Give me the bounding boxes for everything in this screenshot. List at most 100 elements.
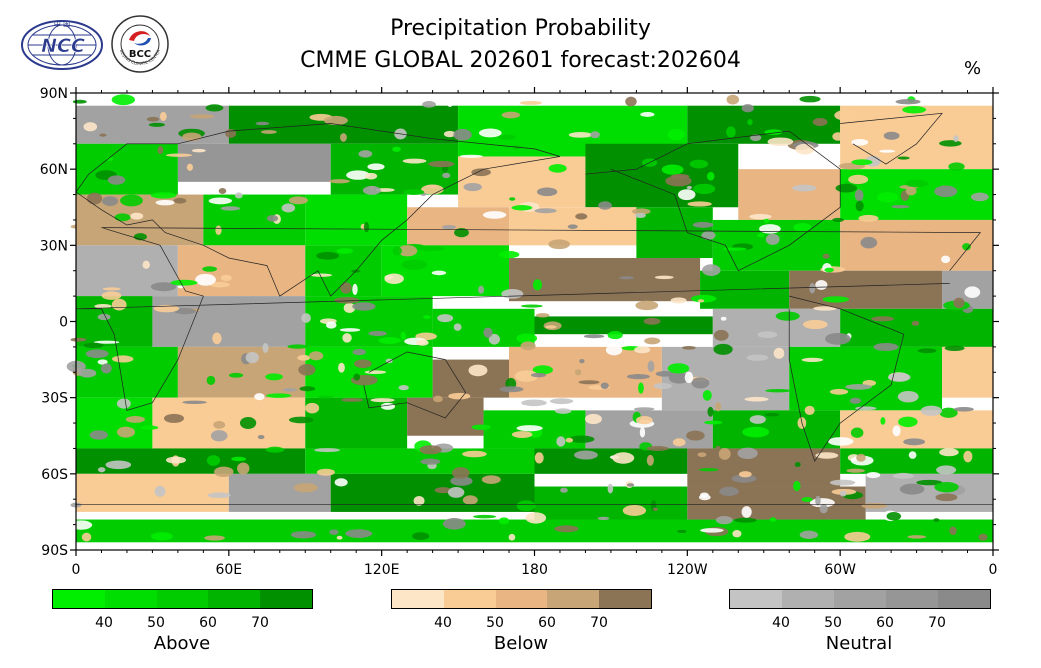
probability-patch: [305, 448, 535, 474]
probability-speckle: [562, 273, 581, 281]
bcc-logo-icon: BCC BEIJING CLIMATE CENTER: [111, 15, 169, 73]
probability-speckle: [824, 267, 834, 273]
probability-speckle: [714, 402, 722, 412]
probability-speckle: [851, 138, 869, 146]
probability-speckle: [342, 333, 352, 343]
probability-speckle: [851, 159, 873, 166]
probability-speckle: [367, 163, 385, 171]
above-tick-60: 60: [199, 615, 217, 631]
probability-speckle: [871, 316, 895, 322]
probability-speckle: [116, 398, 131, 409]
probability-speckle: [732, 530, 742, 538]
probability-patch: [712, 410, 841, 449]
probability-patch: [509, 258, 701, 302]
probability-speckle: [607, 331, 623, 340]
probability-speckle: [266, 393, 292, 398]
probability-speckle: [718, 447, 731, 460]
lat-label: 90N: [40, 86, 68, 102]
probability-speckle: [463, 182, 482, 192]
probability-speckle: [488, 333, 500, 345]
probability-speckle: [384, 273, 404, 284]
probability-speckle: [834, 109, 858, 121]
probability-speckle: [412, 532, 430, 541]
probability-speckle: [854, 189, 864, 202]
probability-speckle: [86, 192, 103, 205]
probability-speckle: [883, 131, 900, 140]
probability-speckle: [765, 233, 780, 245]
probability-speckle: [560, 487, 568, 493]
probability-speckle: [905, 186, 917, 196]
probability-speckle: [953, 406, 974, 412]
probability-speckle: [701, 231, 716, 240]
probability-speckle: [206, 375, 216, 386]
probability-speckle: [756, 233, 765, 238]
probability-speckle: [334, 478, 348, 487]
probability-speckle: [245, 352, 259, 364]
above-label: Above: [153, 633, 211, 654]
above-color-swatch: [208, 590, 261, 608]
lon-label: 60W: [824, 562, 856, 578]
probability-speckle: [516, 500, 536, 512]
below-tick-40: 40: [434, 615, 452, 631]
probability-speckle: [205, 104, 224, 112]
probability-speckle: [287, 344, 308, 349]
probability-speckle: [448, 392, 471, 400]
probability-speckle: [632, 208, 651, 215]
probability-speckle: [829, 388, 849, 395]
probability-patch: [76, 542, 993, 550]
probability-speckle: [963, 450, 973, 463]
probability-speckle: [568, 132, 593, 138]
probability-patch: [407, 397, 484, 436]
probability-speckle: [670, 297, 687, 304]
probability-speckle: [392, 246, 402, 256]
probability-speckle: [182, 400, 207, 405]
probability-speckle: [829, 479, 856, 486]
probability-speckle: [704, 420, 723, 425]
probability-speckle: [416, 339, 429, 346]
probability-speckle: [731, 474, 757, 483]
probability-speckle: [801, 497, 813, 503]
probability-speckle: [749, 415, 766, 424]
probability-speckle: [578, 380, 600, 385]
probability-speckle: [827, 437, 854, 446]
probability-patch: [534, 448, 688, 474]
probability-speckle: [338, 362, 345, 373]
probability-speckle: [832, 217, 844, 222]
probability-speckle: [419, 445, 442, 455]
probability-speckle: [114, 213, 131, 222]
probability-speckle: [521, 399, 547, 407]
probability-speckle: [378, 336, 401, 344]
probability-speckle: [97, 467, 106, 473]
probability-speckle: [568, 435, 595, 443]
probability-speckle: [481, 475, 501, 484]
probability-speckle: [413, 496, 425, 506]
probability-speckle: [520, 304, 543, 308]
probability-speckle: [428, 160, 455, 168]
probability-speckle: [846, 468, 865, 473]
probability-speckle: [567, 224, 578, 229]
probability-speckle: [681, 345, 696, 350]
svg-text:中 国: 中 国: [54, 19, 70, 28]
probability-speckle: [839, 490, 847, 497]
above-tick-50: 50: [147, 615, 165, 631]
probability-speckle: [876, 192, 899, 203]
probability-speckle: [340, 133, 347, 142]
probability-speckle: [793, 222, 812, 232]
probability-speckle: [453, 323, 462, 331]
below-color-swatch: [443, 590, 496, 608]
probability-speckle: [767, 137, 794, 146]
probability-speckle: [765, 389, 792, 393]
probability-speckle: [421, 184, 444, 195]
probability-speckle: [819, 504, 828, 514]
probability-speckle: [107, 175, 126, 185]
probability-speckle: [693, 183, 716, 195]
probability-speckle: [212, 332, 222, 345]
neutral-label: Neutral: [825, 633, 893, 654]
probability-speckle: [189, 114, 215, 119]
probability-speckle: [501, 288, 524, 299]
probability-speckle: [757, 331, 778, 339]
probability-speckle: [195, 273, 216, 286]
probability-speckle: [691, 377, 710, 389]
probability-speckle: [643, 317, 661, 325]
probability-speckle: [116, 426, 136, 438]
